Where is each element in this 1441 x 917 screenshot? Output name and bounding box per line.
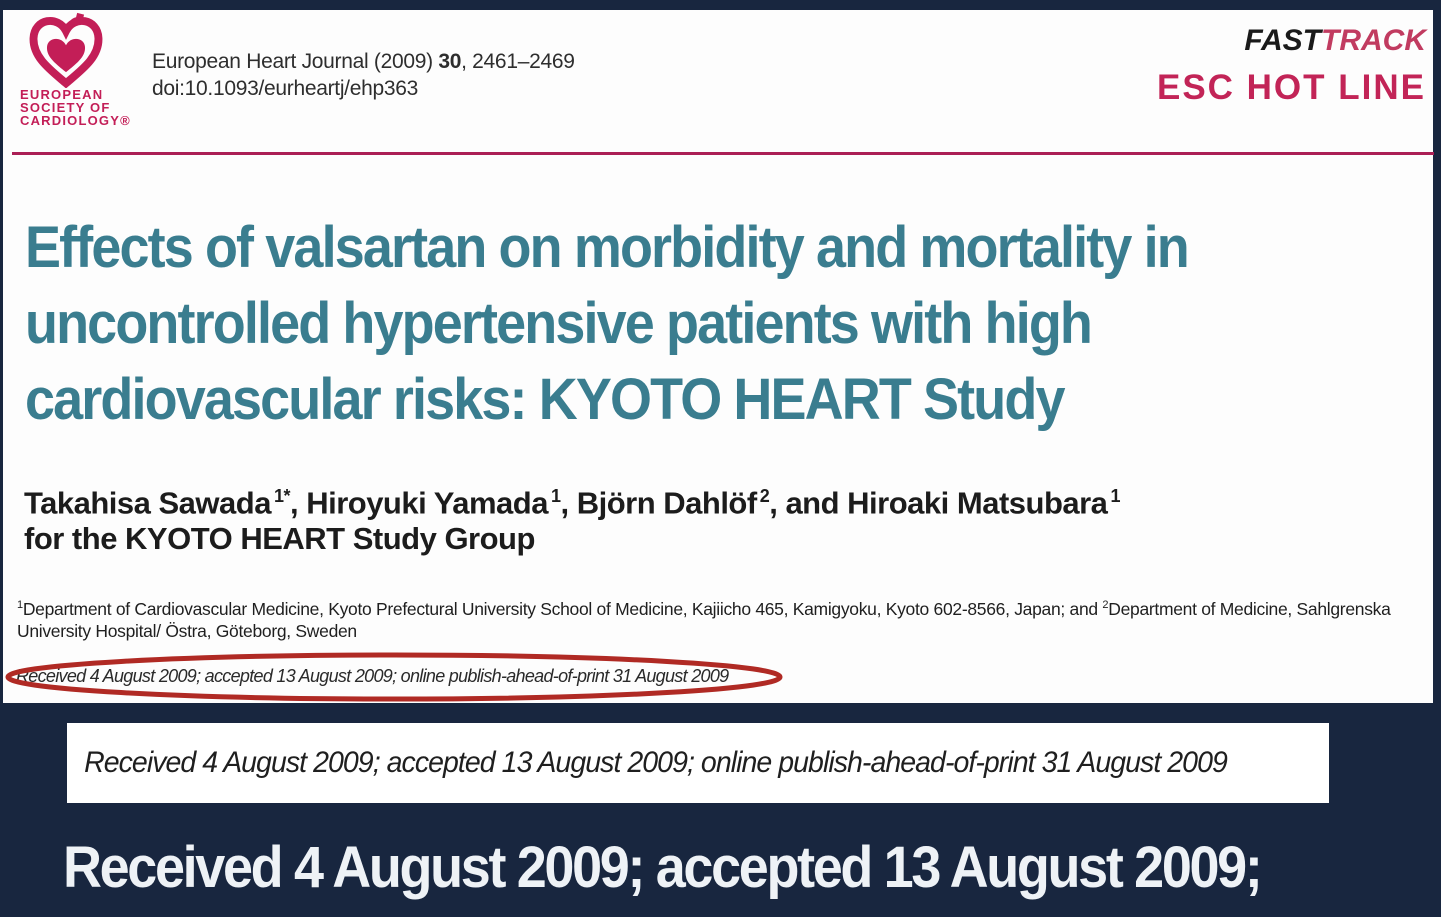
author-3-sup: 2	[759, 486, 770, 506]
author-2: , Hiroyuki Yamada	[289, 485, 549, 521]
author-2-sup: 1	[550, 486, 561, 506]
big-received-text: Received 4 August 2009; accepted 13 Augu…	[63, 835, 1263, 900]
esc-logo-text: EUROPEAN SOCIETY OF CARDIOLOGY®	[20, 88, 138, 127]
fasttrack-badge: FASTTRACK	[1244, 26, 1426, 56]
boxed-received-callout: Received 4 August 2009; accepted 13 Augu…	[67, 723, 1329, 803]
masthead-divider-rule	[12, 152, 1434, 155]
affiliation-sup-2: 2	[1102, 599, 1109, 611]
citation-volume: 30	[438, 50, 462, 73]
author-1-sup: 1*	[273, 486, 291, 506]
citation-line: European Heart Journal (2009) 30, 2461–2…	[152, 48, 575, 75]
highlight-band: Received 4 August 2009; accepted 13 Augu…	[0, 703, 1441, 917]
affiliation-text-1: Department of Cardiovascular Medicine, K…	[22, 598, 1103, 619]
esc-logo: EUROPEAN SOCIETY OF CARDIOLOGY®	[18, 10, 138, 135]
affiliations: 1Department of Cardiovascular Medicine, …	[17, 594, 1415, 642]
fasttrack-track: TRACK	[1321, 24, 1426, 57]
esc-logo-line2: SOCIETY OF	[20, 100, 111, 115]
fasttrack-fast: FAST	[1244, 24, 1321, 57]
affiliation-sup-1: 1	[17, 599, 23, 611]
author-4: , and Hiroaki Matsubara	[769, 485, 1108, 521]
esc-logo-line1: EUROPEAN	[20, 87, 104, 102]
title-line1: Effects of valsartan on morbidity and mo…	[25, 215, 1190, 280]
esc-logo-line3: CARDIOLOGY®	[20, 113, 131, 128]
study-group-line: for the KYOTO HEART Study Group	[24, 521, 535, 556]
authors-line: Takahisa Sawada 1*, Hiroyuki Yamada 1, Bjö…	[24, 478, 1120, 521]
boxed-received-text: Received 4 August 2009; accepted 13 Augu…	[84, 746, 1228, 779]
red-ellipse-annotation	[5, 652, 783, 702]
title-line2: uncontrolled hypertensive patients with …	[25, 291, 1093, 356]
esc-heart-icon	[29, 12, 103, 88]
esc-hotline-badge: ESC HOT LINE	[1156, 68, 1426, 107]
doi-line: doi:10.1093/eurheartj/ehp363	[152, 77, 418, 100]
author-3: , Björn Dahlöf	[560, 485, 757, 521]
author-1: Takahisa Sawada	[24, 485, 271, 521]
citation-prefix: European Heart Journal (2009)	[152, 50, 439, 73]
paper-title: Effects of valsartan on morbidity and mo…	[25, 210, 1441, 438]
received-dates-line: Received 4 August 2009; accepted 13 Augu…	[16, 666, 729, 686]
title-line3: cardiovascular risks: KYOTO HEART Study	[25, 367, 1065, 432]
citation-pages: , 2461–2469	[461, 50, 575, 73]
journal-citation: European Heart Journal (2009) 30, 2461–2…	[152, 48, 575, 102]
affiliation-text-2: Department of Medicine, Sahlgrenska Univ…	[17, 598, 1391, 641]
author-4-sup: 1	[1110, 486, 1120, 506]
paper-background	[3, 10, 1433, 703]
